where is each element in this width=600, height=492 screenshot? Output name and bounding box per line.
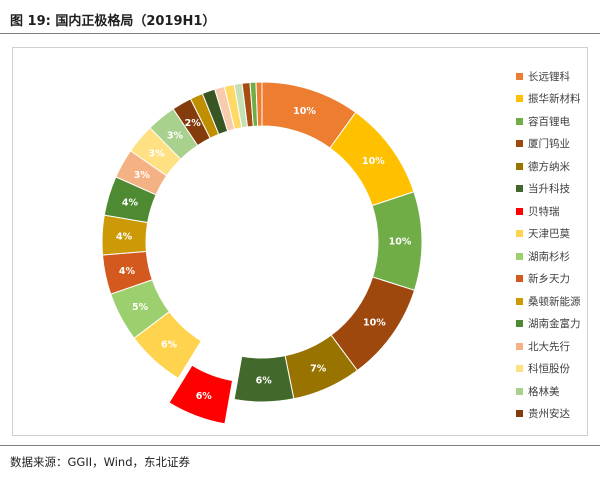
legend-swatch bbox=[516, 297, 523, 305]
legend-item: 桑顿新能源 bbox=[516, 290, 596, 313]
legend-label: 长远锂科 bbox=[528, 70, 570, 83]
donut-slice-6 bbox=[168, 364, 234, 425]
legend-item: 科恒股份 bbox=[516, 358, 596, 381]
slice-label-14: 3% bbox=[167, 130, 184, 141]
legend-label: 贝特瑞 bbox=[528, 205, 560, 218]
legend-label: 北大先行 bbox=[528, 340, 570, 353]
source-note: 数据来源：GGII，Wind，东北证券 bbox=[10, 455, 191, 469]
slice-label-2: 10% bbox=[389, 237, 412, 248]
legend-swatch bbox=[516, 320, 523, 328]
legend-label: 厦门钨业 bbox=[528, 138, 570, 151]
legend-swatch bbox=[516, 140, 523, 148]
legend-item: 北大先行 bbox=[516, 335, 596, 358]
slice-label-6: 6% bbox=[196, 391, 213, 402]
donut-slice-5 bbox=[233, 355, 295, 403]
slice-label-15: 2% bbox=[185, 118, 202, 129]
legend-swatch bbox=[516, 207, 523, 215]
legend-label: 天津巴莫 bbox=[528, 228, 570, 241]
slice-label-11: 4% bbox=[122, 197, 139, 208]
footer-rule bbox=[0, 445, 600, 446]
legend-swatch bbox=[516, 117, 523, 125]
legend-label: 振华新材料 bbox=[528, 93, 581, 106]
slice-label-1: 10% bbox=[362, 156, 385, 167]
slice-label-5: 6% bbox=[256, 375, 273, 386]
legend-item: 振华新材料 bbox=[516, 88, 596, 111]
legend-label: 德方纳米 bbox=[528, 160, 570, 173]
legend-item: 新乡天力 bbox=[516, 268, 596, 291]
legend-swatch bbox=[516, 95, 523, 103]
legend-swatch bbox=[516, 387, 523, 395]
slice-label-8: 5% bbox=[132, 302, 149, 313]
legend-swatch bbox=[516, 185, 523, 193]
legend-item: 贝特瑞 bbox=[516, 200, 596, 223]
legend-swatch bbox=[516, 162, 523, 170]
legend-swatch bbox=[516, 72, 523, 80]
legend-label: 当升科技 bbox=[528, 183, 570, 196]
legend-item: 容百锂电 bbox=[516, 110, 596, 133]
slice-label-9: 4% bbox=[119, 266, 136, 277]
legend-item: 格林美 bbox=[516, 380, 596, 403]
legend-item: 天津巴莫 bbox=[516, 223, 596, 246]
chart-legend: 长远锂科振华新材料容百锂电厦门钨业德方纳米当升科技贝特瑞天津巴莫湖南杉杉新乡天力… bbox=[516, 65, 596, 425]
legend-swatch bbox=[516, 275, 523, 283]
slice-label-0: 10% bbox=[293, 106, 316, 117]
legend-label: 桑顿新能源 bbox=[528, 295, 581, 308]
slice-label-13: 3% bbox=[148, 149, 165, 160]
legend-label: 新乡天力 bbox=[528, 273, 570, 286]
legend-item: 当升科技 bbox=[516, 178, 596, 201]
legend-label: 湖南金富力 bbox=[528, 318, 581, 331]
legend-item: 长远锂科 bbox=[516, 65, 596, 88]
legend-item: 湖南金富力 bbox=[516, 313, 596, 336]
legend-swatch bbox=[516, 230, 523, 238]
slice-label-3: 10% bbox=[363, 318, 386, 329]
legend-swatch bbox=[516, 365, 523, 373]
legend-label: 贵州安达 bbox=[528, 408, 570, 421]
legend-item: 湖南杉杉 bbox=[516, 245, 596, 268]
legend-swatch bbox=[516, 342, 523, 350]
legend-item: 厦门钨业 bbox=[516, 133, 596, 156]
legend-label: 容百锂电 bbox=[528, 115, 570, 128]
legend-item: 德方纳米 bbox=[516, 155, 596, 178]
slice-label-10: 4% bbox=[116, 231, 133, 242]
legend-label: 湖南杉杉 bbox=[528, 250, 570, 263]
donut-slice-23 bbox=[255, 81, 263, 127]
legend-swatch bbox=[516, 410, 523, 418]
legend-label: 科恒股份 bbox=[528, 363, 570, 376]
slice-label-12: 3% bbox=[134, 170, 151, 181]
legend-item: 贵州安达 bbox=[516, 403, 596, 426]
slice-label-4: 7% bbox=[310, 364, 327, 375]
legend-label: 格林美 bbox=[528, 385, 560, 398]
figure-header: 图 19: 国内正极格局（2019H1） bbox=[0, 0, 600, 34]
figure-title: 图 19: 国内正极格局（2019H1） bbox=[10, 14, 216, 29]
slice-label-7: 6% bbox=[161, 340, 178, 351]
legend-swatch bbox=[516, 252, 523, 260]
